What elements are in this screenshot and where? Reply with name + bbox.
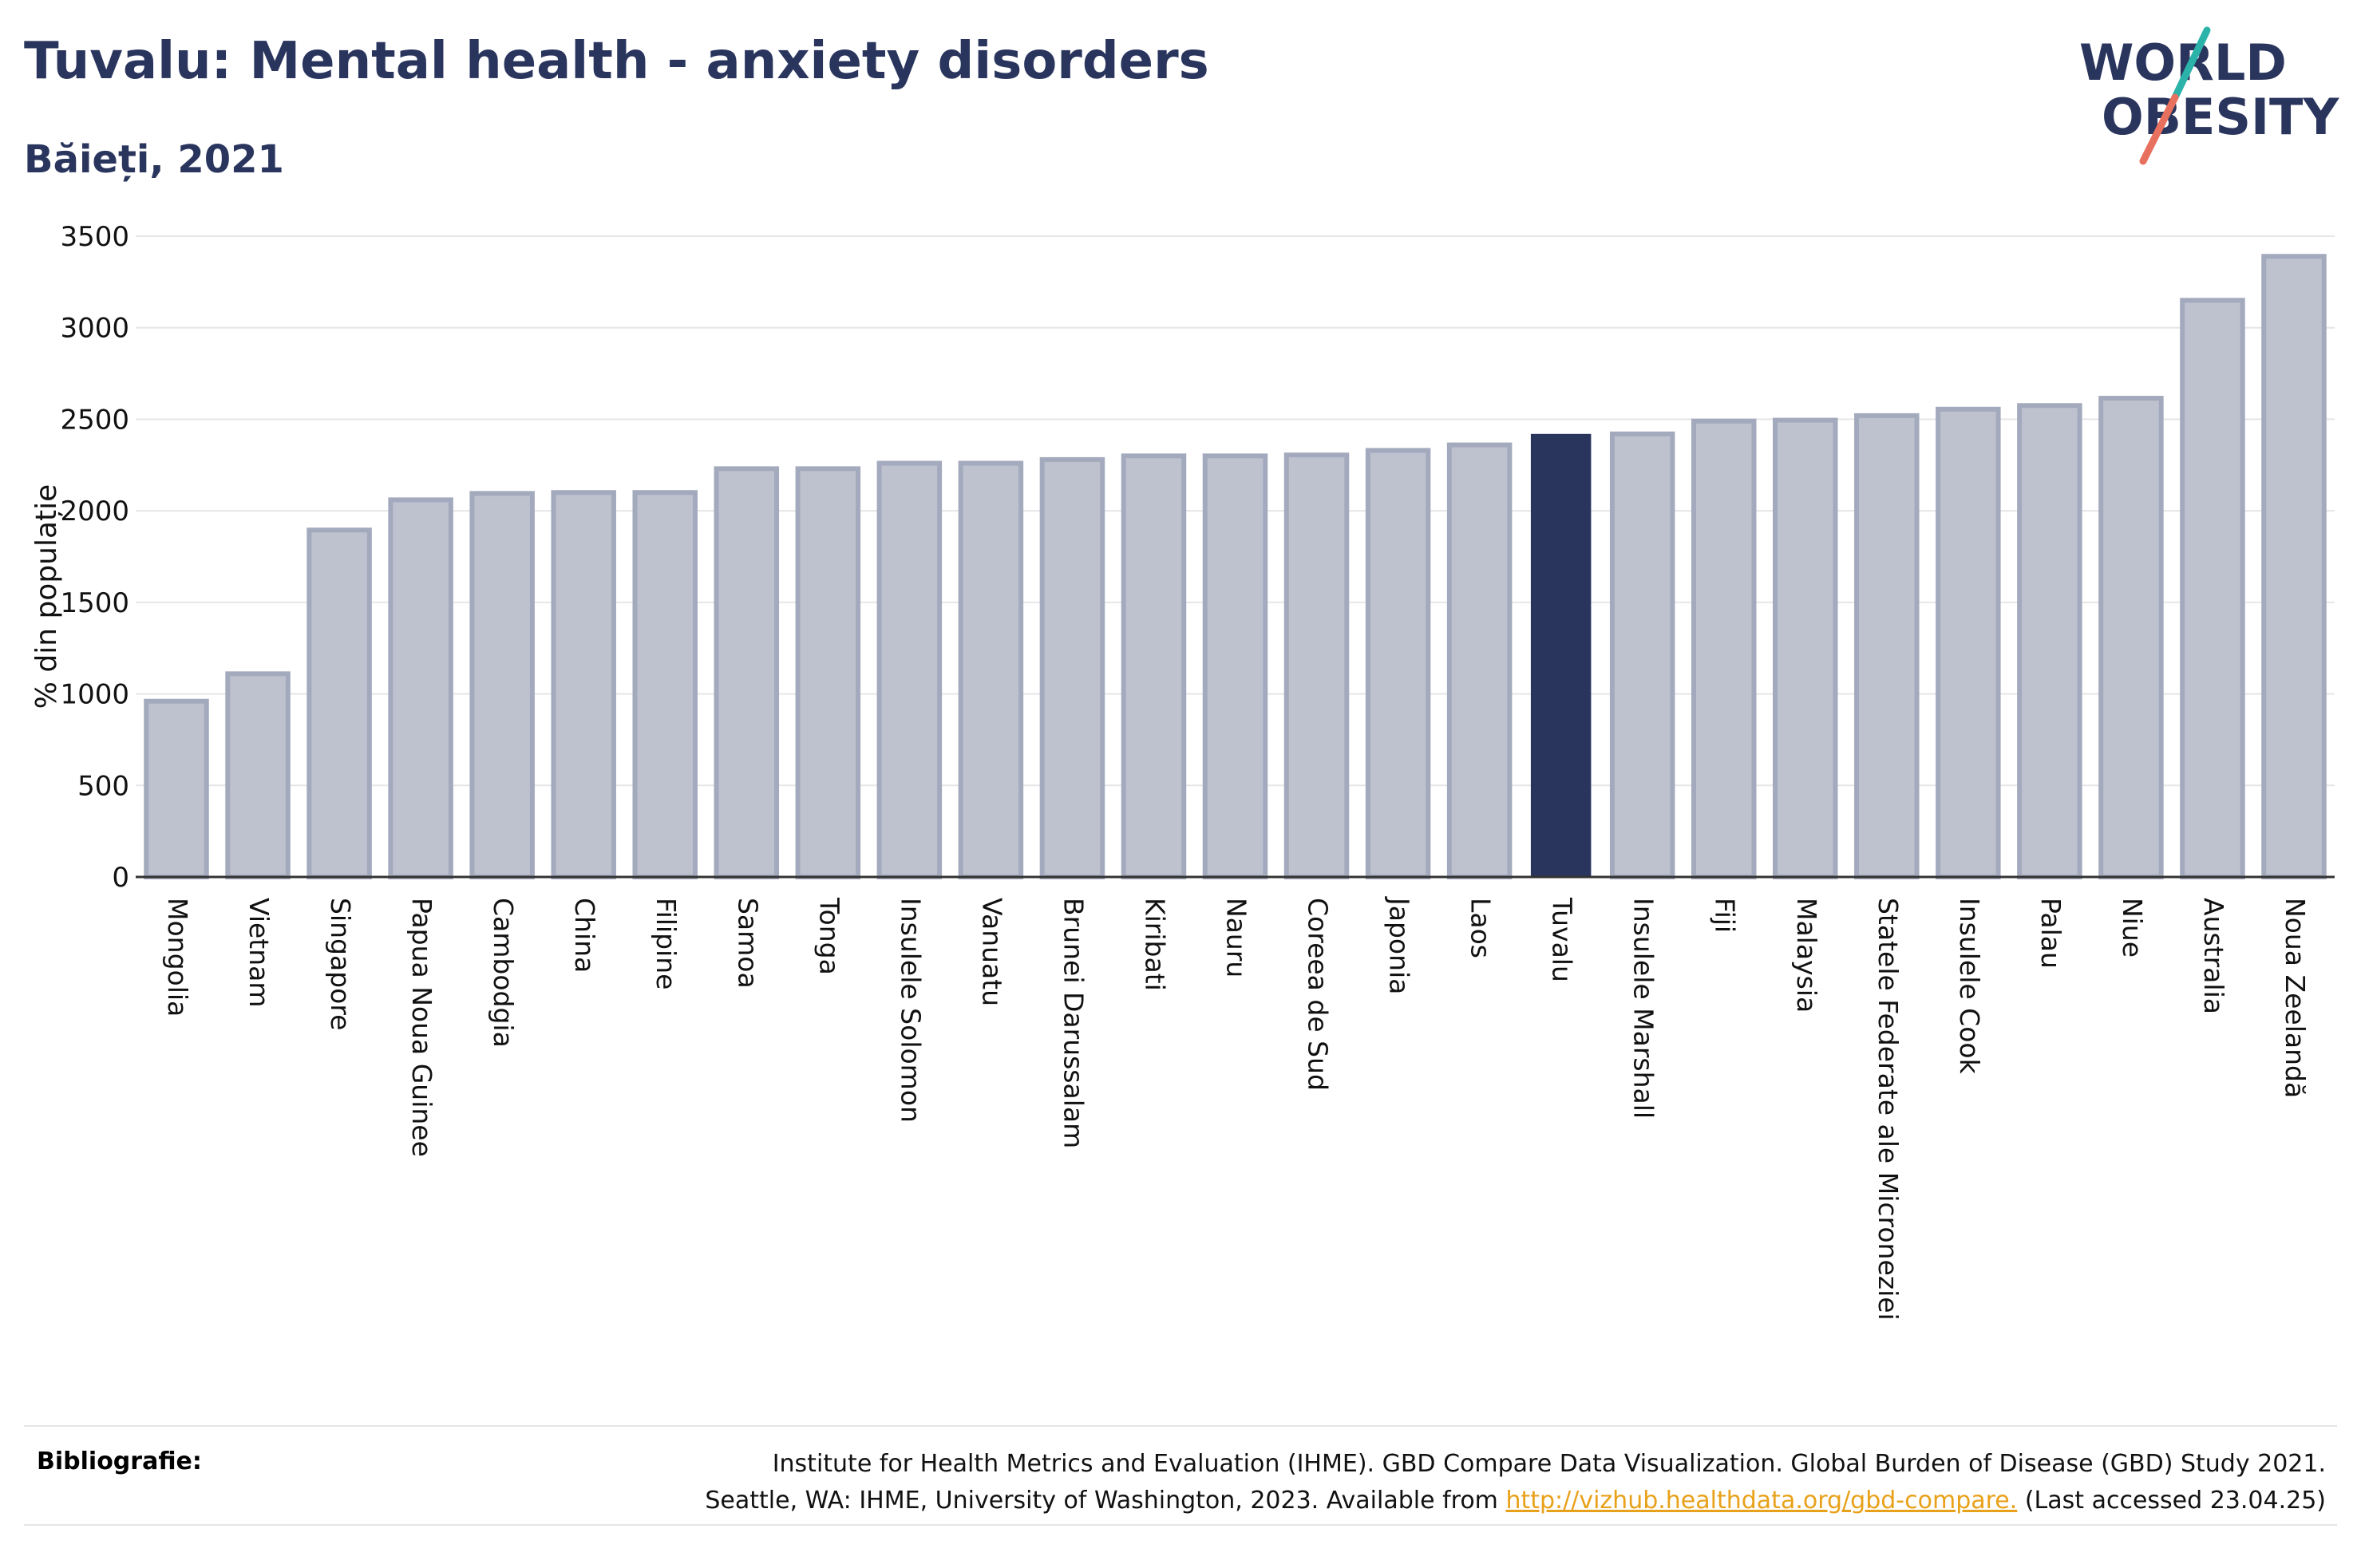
bar-vietnam[interactable]	[225, 671, 291, 879]
x-tick-label: Vanuatu	[976, 898, 1007, 1006]
x-tick-label: Brunei Darussalam	[1058, 898, 1089, 1148]
bar-coreea-de-sud[interactable]	[1283, 452, 1350, 879]
bar-brunei-darussalam[interactable]	[1039, 456, 1105, 879]
x-tick-label: Palau	[2035, 898, 2066, 969]
bar-japonia[interactable]	[1365, 448, 1431, 879]
y-tick-label: 2000	[60, 496, 129, 527]
bar-fiji[interactable]	[1691, 418, 1757, 879]
x-tick-label: Niue	[2117, 898, 2148, 958]
x-tick-label: Laos	[1465, 898, 1497, 958]
bibliography-line2: Seattle, WA: IHME, University of Washing…	[490, 1483, 2326, 1519]
bar-tuvalu[interactable]	[1530, 433, 1592, 877]
x-tick-label: Coreea de Sud	[1303, 898, 1334, 1091]
x-tick-label: Samoa	[732, 898, 763, 989]
y-tick-label: 0	[112, 862, 129, 894]
bar-insulele-marshall[interactable]	[1609, 431, 1675, 879]
logo-slash-bottom	[2139, 93, 2179, 165]
bar-singapore[interactable]	[306, 527, 372, 879]
chart-subtitle: Băieți, 2021	[24, 137, 284, 182]
x-tick-label: Insulele Cook	[1954, 898, 1985, 1075]
bibliography-line1: Institute for Health Metrics and Evaluat…	[772, 1450, 2326, 1478]
bibliography-link[interactable]: http://vizhub.healthdata.org/gbd-compare…	[1505, 1487, 2018, 1515]
x-axis-ticks: Mongolia Vietnam Singapore Papua Noua Guine…	[162, 896, 2311, 1321]
y-axis-ticks: 0 500 1000 1500 2000 2500 3000 3500	[60, 221, 129, 894]
x-tick-label: Australia	[2198, 898, 2229, 1014]
bar-mongolia[interactable]	[144, 698, 209, 880]
y-tick-label: 3500	[60, 221, 129, 253]
bar-insulele-solomon[interactable]	[876, 460, 943, 879]
x-tick-label: Insulele Solomon	[895, 898, 926, 1123]
x-tick-label: Tuvalu	[1547, 897, 1578, 982]
x-tick-label: Tonga	[813, 897, 844, 975]
bibliography-text: Institute for Health Metrics and Evaluat…	[490, 1446, 2326, 1519]
y-axis-label: % din populație	[30, 484, 63, 709]
bars	[144, 254, 2327, 880]
bar-niue[interactable]	[2098, 396, 2164, 879]
x-tick-label: Insulele Marshall	[1628, 898, 1659, 1119]
bar-chart: 0 500 1000 1500 2000 2500 3000 3500 Mongolia Vie…	[30, 221, 2335, 1321]
y-tick-label: 3000	[60, 313, 129, 345]
logo-slash-top	[2171, 26, 2211, 101]
x-tick-label: Papua Noua Guinee	[406, 898, 437, 1157]
bibliography-line2-suffix: (Last accessed 23.04.25)	[2017, 1487, 2326, 1515]
x-tick-label: Fiji	[1710, 898, 1741, 933]
chart-title: Tuvalu: Mental health - anxiety disorder…	[24, 32, 1209, 91]
x-tick-label: Mongolia	[162, 898, 193, 1017]
x-tick-label: Noua Zeelandă	[2280, 898, 2311, 1098]
x-tick-label: Cambodgia	[488, 898, 519, 1048]
bar-kiribati[interactable]	[1121, 453, 1187, 879]
bar-samoa[interactable]	[714, 466, 780, 879]
x-tick-label: Vietnam	[243, 898, 275, 1008]
bar-australia[interactable]	[2180, 298, 2245, 879]
bar-nauru[interactable]	[1202, 453, 1268, 879]
y-tick-label: 500	[77, 770, 129, 802]
bar-china[interactable]	[551, 490, 616, 879]
x-tick-label: China	[569, 898, 600, 973]
bar-insulele-cook[interactable]	[1936, 406, 2001, 879]
x-tick-label: Kiribati	[1139, 898, 1170, 991]
bar-laos[interactable]	[1446, 442, 1513, 879]
x-tick-label: Filipine	[651, 898, 682, 989]
y-tick-label: 1000	[60, 679, 129, 711]
bar-vanuatu[interactable]	[958, 460, 1024, 879]
bibliography-label: Bibliografie:	[37, 1448, 202, 1475]
logo-line2: OBESITY	[2102, 88, 2339, 146]
bar-statele-federate-ale-microneziei[interactable]	[1854, 413, 1920, 879]
bar-malaysia[interactable]	[1773, 417, 1838, 879]
x-tick-label: Japonia	[1384, 896, 1415, 994]
bar-noua-zeeland-[interactable]	[2261, 254, 2327, 880]
x-tick-label: Nauru	[1221, 898, 1252, 978]
bibliography-line2-prefix: Seattle, WA: IHME, University of Washing…	[705, 1487, 1506, 1515]
x-tick-label: Statele Federate ale Microneziei	[1873, 898, 1904, 1321]
x-tick-label: Malaysia	[1791, 898, 1822, 1013]
bar-filipine[interactable]	[632, 490, 698, 879]
bar-cambodgia[interactable]	[469, 491, 535, 880]
bar-papua-noua-guinee[interactable]	[388, 497, 453, 879]
bar-tonga[interactable]	[795, 466, 861, 879]
x-tick-label: Singapore	[325, 898, 356, 1030]
world-obesity-logo: WORLD OBESITY	[2079, 26, 2339, 165]
footer-divider-top	[24, 1425, 2337, 1427]
y-tick-label: 1500	[60, 587, 129, 619]
y-tick-label: 2500	[60, 404, 129, 436]
footer-divider-bottom	[24, 1524, 2337, 1526]
bar-palau[interactable]	[2017, 403, 2082, 879]
